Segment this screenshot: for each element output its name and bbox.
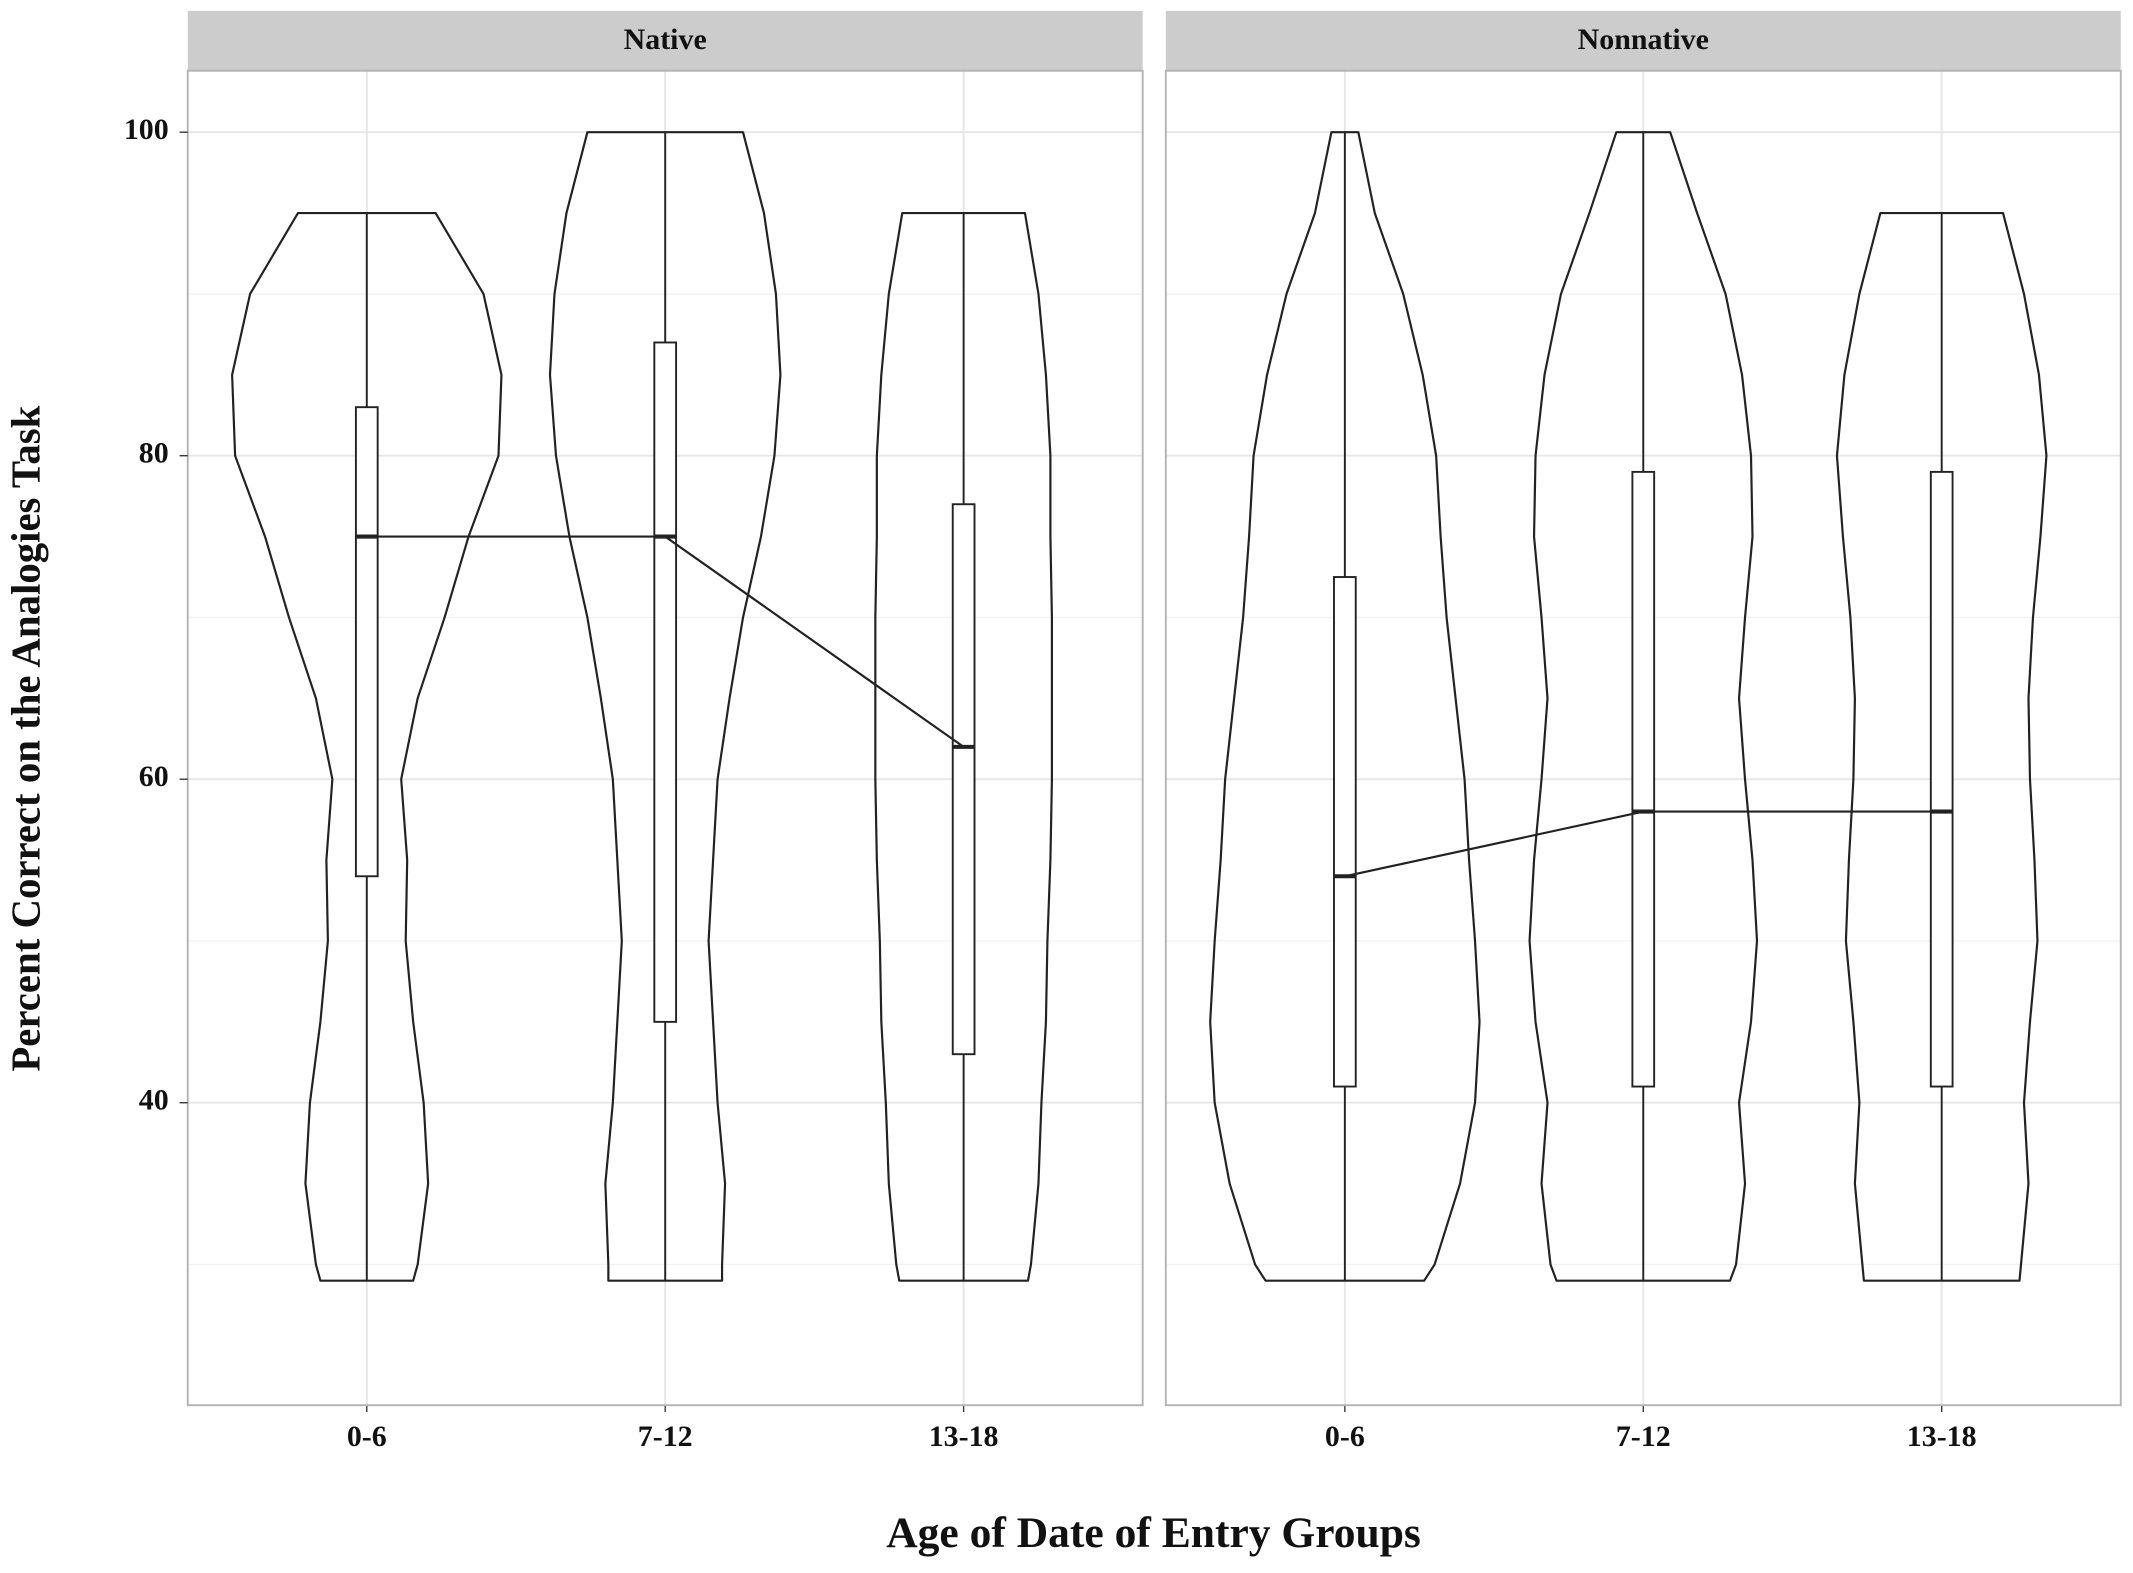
y-tick-label: 40 (139, 1084, 169, 1117)
box (354, 406, 379, 878)
y-axis-title: Percent Correct on the Analogies Task (3, 405, 48, 1071)
facet-title: Native (624, 23, 707, 56)
panel-border (186, 69, 1144, 1407)
box (1333, 576, 1357, 1088)
violin (1528, 131, 1759, 1282)
x-tick-label: 0-6 (1325, 1420, 1365, 1453)
x-tick-label: 7-12 (1616, 1420, 1671, 1453)
x-tick-label: 13-18 (1907, 1420, 1977, 1453)
violin (231, 211, 503, 1282)
facet-strip (1165, 10, 2121, 71)
y-tick-label: 80 (139, 437, 169, 470)
facet-title: Nonnative (1578, 23, 1709, 56)
box (1631, 470, 1656, 1088)
x-tick-label: 0-6 (347, 1420, 387, 1453)
box (1929, 470, 1954, 1088)
median-line (366, 535, 965, 748)
box (653, 341, 678, 1023)
y-tick-label: 60 (139, 760, 169, 793)
facet-strip (187, 10, 1143, 71)
violin (1209, 131, 1481, 1282)
box (951, 503, 976, 1056)
panel-border (1164, 69, 2122, 1407)
y-tick-label: 100 (124, 113, 169, 146)
violin (1835, 211, 2048, 1282)
violin (548, 131, 782, 1282)
violin (874, 211, 1053, 1282)
x-tick-label: 7-12 (638, 1420, 693, 1453)
median-line (1344, 810, 1942, 878)
x-tick-label: 13-18 (929, 1420, 999, 1453)
x-axis-title: Age of Date of Entry Groups (886, 1509, 1421, 1557)
